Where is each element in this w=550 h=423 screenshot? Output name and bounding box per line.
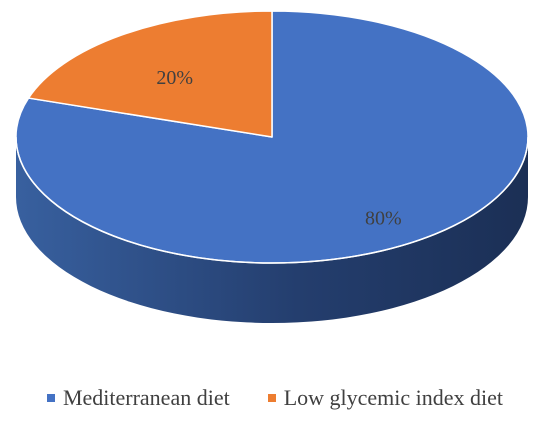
legend-swatch-mediterranean (46, 394, 55, 402)
pie-side-wall (16, 137, 528, 323)
legend-swatch-low-gi (267, 394, 276, 402)
legend-item-low-gi: Low glycemic index diet (267, 385, 504, 411)
data-label-1: 20% (156, 67, 193, 89)
legend: Mediterranean diet Low glycemic index di… (0, 378, 550, 418)
data-label-0: 80% (365, 207, 402, 229)
legend-label-mediterranean: Mediterranean diet (62, 385, 230, 410)
legend-item-mediterranean: Mediterranean diet (46, 385, 230, 411)
pie-top-rim (15, 136, 529, 264)
pie-slice-1 (27, 10, 273, 138)
legend-label-low-gi: Low glycemic index diet (283, 385, 504, 410)
